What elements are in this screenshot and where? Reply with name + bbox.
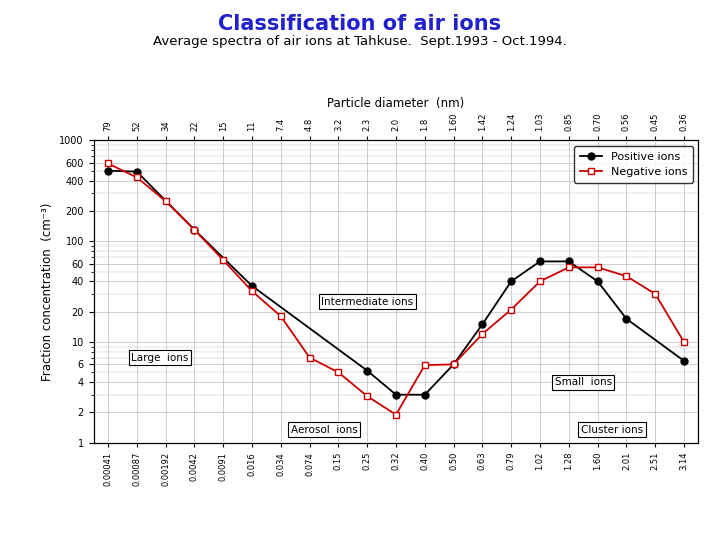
Positive ions [536, 258, 544, 265]
Positive ions [593, 278, 602, 285]
Positive ions [132, 168, 141, 175]
Negative ions [334, 369, 343, 376]
Negative ions [536, 278, 544, 285]
Negative ions [104, 160, 112, 167]
Negative ions [392, 411, 400, 418]
Positive ions [363, 367, 372, 374]
Negative ions [305, 354, 314, 361]
Negative ions [161, 198, 170, 204]
Text: Cluster ions: Cluster ions [581, 424, 643, 435]
Positive ions [248, 282, 256, 289]
Text: Large  ions: Large ions [131, 353, 189, 363]
Text: Classification of air ions: Classification of air ions [218, 14, 502, 33]
Positive ions [190, 226, 199, 233]
Negative ions [507, 306, 516, 313]
Positive ions [622, 315, 631, 322]
Text: Average spectra of air ions at Tahkuse.  Sept.1993 - Oct.1994.: Average spectra of air ions at Tahkuse. … [153, 35, 567, 48]
Negative ions [132, 174, 141, 180]
Negative ions [564, 264, 573, 271]
Text: Intermediate ions: Intermediate ions [321, 297, 413, 307]
Negative ions [276, 313, 285, 320]
Negative ions [248, 288, 256, 294]
Negative ions [420, 362, 429, 368]
Positive ions [449, 361, 458, 368]
X-axis label: Particle diameter  (nm): Particle diameter (nm) [328, 97, 464, 110]
Positive ions [478, 321, 487, 327]
Negative ions [190, 226, 199, 233]
Text: Aerosol  ions: Aerosol ions [291, 424, 357, 435]
Negative ions [680, 339, 688, 345]
Negative ions [449, 361, 458, 368]
Positive ions [392, 392, 400, 398]
Negative ions [478, 331, 487, 338]
Text: Small  ions: Small ions [554, 377, 612, 387]
Line: Positive ions: Positive ions [104, 167, 688, 398]
Positive ions [420, 392, 429, 398]
Negative ions [593, 264, 602, 271]
Legend: Positive ions, Negative ions: Positive ions, Negative ions [574, 146, 693, 183]
Positive ions [507, 278, 516, 285]
Negative ions [651, 291, 660, 297]
Positive ions [564, 258, 573, 265]
Y-axis label: Fraction concentration  (cm⁻³): Fraction concentration (cm⁻³) [41, 202, 54, 381]
Negative ions [219, 257, 228, 264]
Positive ions [104, 167, 112, 174]
Negative ions [622, 273, 631, 279]
Positive ions [680, 357, 688, 364]
Negative ions [363, 393, 372, 400]
Line: Negative ions: Negative ions [104, 160, 688, 418]
